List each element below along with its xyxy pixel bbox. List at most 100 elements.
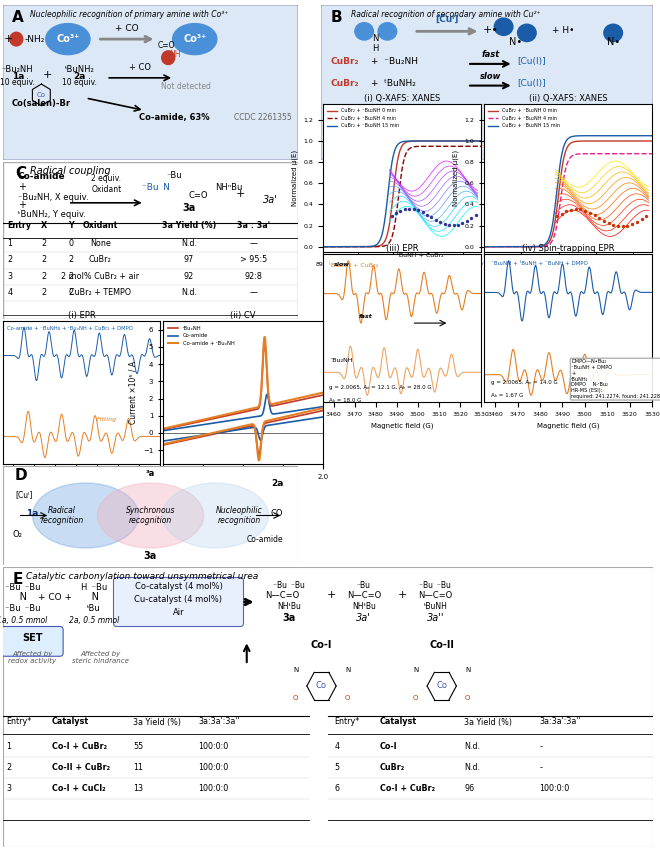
Text: Co-II: Co-II [429,640,454,649]
Text: Co-I + CuBr₂: Co-I + CuBr₂ [380,784,435,793]
CuBr₂ + ⁻Bu₂NH 15 min [512,242,519,252]
Text: 0: 0 [69,239,73,248]
CuBr₂ + ⁻Bu₂NH 4 min [490,242,498,252]
Co-amide + ᵗBuₓNH [246,404,253,414]
Text: 2: 2 [42,272,47,281]
Text: 4: 4 [7,288,13,297]
Text: +: + [18,199,26,210]
Line: CuBr₂ + ⁻Bu₂NH 4 min: CuBr₂ + ⁻Bu₂NH 4 min [484,153,652,247]
CuBr₂ + ⁻Bu₂NH 4 min [477,141,485,152]
Text: 3a:3a':3a'': 3a:3a':3a'' [198,717,240,727]
Line: Co-amide: Co-amide [163,394,323,431]
CuBr₂ + ⁻Bu₂NH 15 min [348,242,356,252]
Text: C=O: C=O [189,191,209,200]
Text: > 95:5: > 95:5 [240,256,267,264]
Text: 3a:3a':3a'': 3a:3a':3a'' [539,717,581,727]
Text: 3a': 3a' [263,195,277,204]
Text: 2: 2 [68,272,73,281]
Text: Synchronous
recognition: Synchronous recognition [126,506,176,525]
Text: NHⁿBu: NHⁿBu [215,183,243,193]
Title: (i) Q-XAFS: XANES: (i) Q-XAFS: XANES [364,95,440,103]
Text: -NH₂: -NH₂ [24,35,45,43]
CuBr₂ + ⁻Bu₂NH 0 min [348,242,356,252]
Text: Radical
recognition: Radical recognition [40,506,84,525]
Text: 3a : 3a': 3a : 3a' [237,221,271,230]
Text: NH: NH [169,50,180,59]
Text: 92: 92 [183,272,194,281]
Co-amide + ᵗBuₓNH [254,401,262,412]
Title: (iii) EPR: (iii) EPR [385,245,418,253]
Title: (ii) Q-XAFS: XANES: (ii) Q-XAFS: XANES [529,95,607,103]
CuBr₂ + ⁻Bu₂NH 15 min [469,135,477,146]
Co-amide [319,401,327,412]
Text: 2: 2 [68,256,73,264]
Text: Affected by
steric hindrance: Affected by steric hindrance [72,651,129,665]
Text: 10 equiv.: 10 equiv. [0,78,35,87]
CuBr₂ + ⁻Bu₂NH 15 min [525,242,533,252]
CuBr₂ + ⁻Bu₂NH 15 min [361,242,369,252]
CuBr₂ + ⁻Bu₂NH 0 min [640,135,647,146]
Text: + CO +: + CO + [38,593,72,602]
CuBr₂ + ⁻Bu₂NH 4 min [361,242,369,252]
Text: E: E [13,573,23,587]
FancyBboxPatch shape [114,578,244,626]
CuBr₂ + ⁻Bu₂NH 4 min [525,242,533,252]
CuBr₂ + ⁻Bu₂NH 0 min [463,135,471,146]
CuBr₂ + ⁻Bu₂NH 15 min [634,130,642,141]
Text: NHᵗBu: NHᵗBu [352,602,376,611]
Text: N
H: N H [373,34,379,54]
Text: ᵗBuNH₂, Y equiv.: ᵗBuNH₂, Y equiv. [18,210,86,219]
Text: N.d.: N.d. [465,742,480,751]
Ellipse shape [173,24,217,55]
Line: CuBr₂ + ⁻Bu₂NH 4 min: CuBr₂ + ⁻Bu₂NH 4 min [323,147,481,247]
Text: H ⁻Bu: H ⁻Bu [81,583,107,592]
Text: +•: +• [482,25,498,35]
Co-amide [263,389,271,400]
Text: 1: 1 [7,239,13,248]
Text: 3a Yield (%): 3a Yield (%) [162,221,216,230]
Text: 5: 5 [335,763,340,772]
Text: 3a Yield (%): 3a Yield (%) [133,717,181,727]
CuBr₂ + ⁻Bu₂NH 15 min [477,135,485,146]
CuBr₂ + ⁻Bu₂NH 4 min [512,242,519,252]
Ellipse shape [46,24,90,55]
ᵗBuₓNH [235,408,243,418]
CuBr₂ + ⁻Bu₂NH 15 min [463,135,471,146]
CuBr₂ + ⁻Bu₂NH 15 min [319,242,327,252]
Co-amide [246,412,253,423]
Text: Co³⁺: Co³⁺ [56,34,80,44]
Co-amide + ᵗBuₓNH [319,388,327,398]
Text: Air: Air [173,608,184,618]
Text: N—C=O: N—C=O [346,591,381,601]
Text: slow: slow [480,72,501,81]
Text: ᵗBuNH: ᵗBuNH [423,602,447,611]
Text: Co: Co [436,682,447,690]
ᵗBuₓNH [236,408,244,418]
Co-amide + ᵗBuₓNH [290,394,298,404]
Text: O: O [293,695,298,701]
ᵗBuₓNH [261,337,269,348]
Text: N•: N• [607,37,620,47]
Text: +: + [4,34,14,44]
Text: O: O [345,695,350,701]
Text: ⁻Bu ⁻Bu: ⁻Bu ⁻Bu [419,581,451,590]
Circle shape [517,24,536,42]
CuBr₂ + ⁻Bu₂NH 0 min [319,242,327,252]
Text: 2: 2 [42,288,47,297]
Text: Entry*: Entry* [335,717,360,727]
Text: -: - [539,763,542,772]
Text: +  ⁻Bu₂NH: + ⁻Bu₂NH [371,57,418,66]
Co-amide + ᵗBuₓNH [261,331,269,342]
Text: Co: Co [316,682,327,690]
CuBr₂ + ⁻Bu₂NH 0 min [634,135,642,146]
Text: 100:0:0: 100:0:0 [198,784,228,793]
Text: Co-amide: Co-amide [18,172,65,181]
Text: Co-amide, 63%: Co-amide, 63% [139,112,209,122]
Text: ⁻Bu: ⁻Bu [166,170,182,180]
Text: Aₕ = 1.67 G: Aₕ = 1.67 G [491,393,523,398]
X-axis label: Magnetic field (G): Magnetic field (G) [537,423,599,429]
Text: 6: 6 [335,784,339,793]
Text: Catalyst: Catalyst [380,717,417,727]
Co-amide [159,426,167,436]
ᵗBuₓNH [246,406,253,416]
